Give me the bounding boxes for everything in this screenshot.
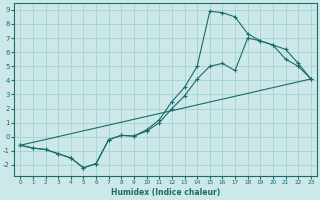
X-axis label: Humidex (Indice chaleur): Humidex (Indice chaleur) xyxy=(111,188,220,197)
